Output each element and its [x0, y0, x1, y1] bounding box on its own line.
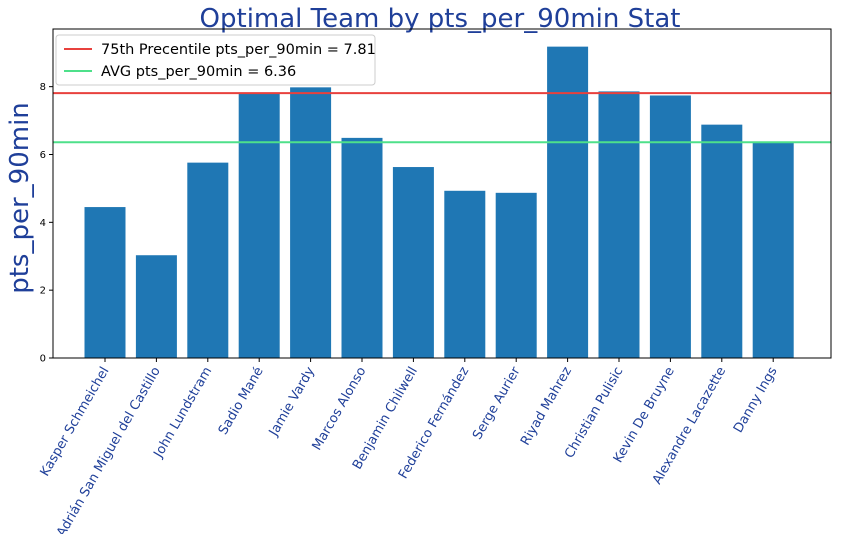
y-tick-label: 0	[40, 354, 46, 365]
bar	[752, 142, 794, 358]
legend-label-75th-percentile: 75th Precentile pts_per_90min = 7.81	[101, 42, 376, 58]
y-tick-label: 4	[40, 218, 46, 229]
x-tick-label: Riyad Mahrez	[518, 364, 575, 448]
legend-label-average: AVG pts_per_90min = 6.36	[101, 64, 296, 80]
bar	[649, 95, 691, 359]
y-tick-label: 8	[40, 82, 46, 93]
bar	[598, 91, 640, 358]
plot-frame	[52, 28, 832, 359]
x-tick-label: Marcos Alonso	[310, 364, 370, 453]
bar	[444, 190, 486, 358]
reference-lines	[53, 92, 831, 144]
y-tick-label: 6	[40, 150, 46, 161]
x-tick-label: Serge Aurier	[470, 364, 524, 442]
bar	[701, 124, 743, 358]
bar	[290, 87, 332, 359]
bar	[341, 137, 383, 358]
x-tick-label: Sadio Mané	[216, 365, 267, 438]
legend-box	[55, 34, 376, 86]
bar	[547, 46, 589, 358]
bar	[495, 192, 537, 358]
bar	[238, 92, 280, 358]
y-tick-label: 2	[40, 286, 46, 297]
bar	[135, 255, 177, 358]
y-axis-ticks: 0 2 4 6 8	[40, 82, 53, 365]
legend: 75th Precentile pts_per_90min = 7.81 AVG…	[55, 34, 376, 86]
bars-layer	[84, 46, 794, 359]
bar	[187, 162, 229, 358]
x-tick-label: John Lundstram	[151, 365, 215, 462]
x-tick-label: Danny Ings	[731, 364, 781, 435]
x-tick-label: Jamie Vardy	[266, 364, 318, 439]
y-axis-label: pts_per_90min	[5, 102, 35, 294]
x-tick-label: Adrián San Miguel del Castillo	[54, 364, 164, 534]
bar	[84, 207, 126, 358]
bar	[392, 167, 434, 358]
